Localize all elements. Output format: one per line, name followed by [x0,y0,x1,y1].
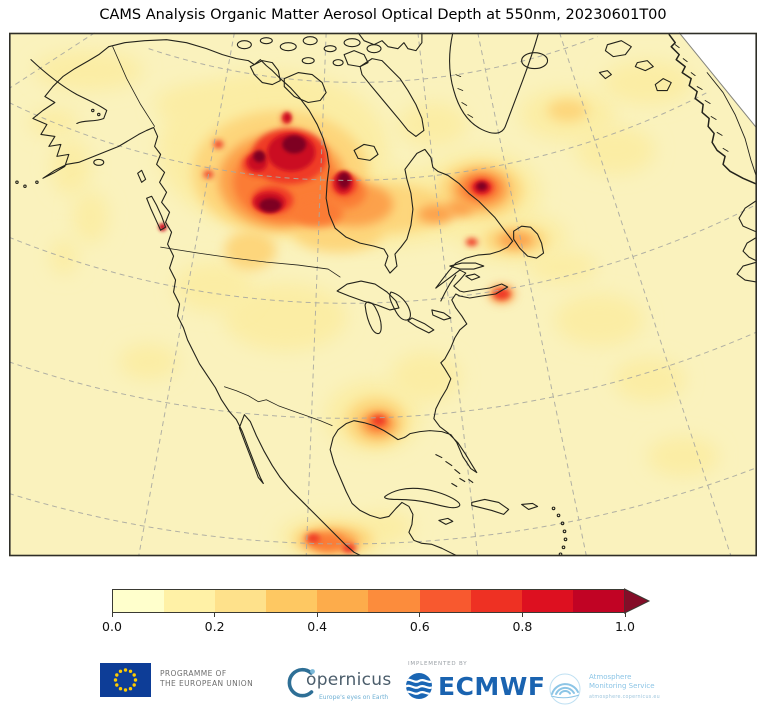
aod-low [554,294,645,346]
aod-low [118,343,179,380]
aod-maroon [282,135,307,154]
aod-deep-orange [293,197,344,228]
ecmwf-logo: IMPLEMENTED BY ECMWF [405,659,555,707]
colorbar: 0.0 0.2 0.4 0.6 0.8 1.0 [102,588,657,637]
aod-maroon [253,150,266,163]
copernicus-wordmark: opernicus [306,670,392,690]
aod-mid [547,99,588,122]
colorbar-tick-label: 0.6 [409,619,430,634]
map-background [9,32,757,557]
colorbar-segments [112,589,625,613]
atmosphere-monitoring-service-logo: Atmosphere Monitoring Service atmosphere… [545,659,725,709]
aod-low [602,60,693,105]
ams-url: atmosphere.copernicus.eu [589,695,661,700]
ams-label-line1: Atmosphere [589,673,632,681]
eu-programme-line2: THE EUROPEAN UNION [160,679,254,688]
copernicus-tagline: Europe's eyes on Earth [319,694,389,701]
aod-low [647,436,720,477]
copernicus-c-icon [287,667,315,698]
map-canvas [9,32,757,557]
colorbar-tick [624,613,626,617]
colorbar-tick [214,613,216,617]
colorbar-tick-label: 0.4 [307,619,328,634]
colorbar-ticks: 0.0 0.2 0.4 0.6 0.8 1.0 [102,589,635,637]
colorbar-segment [368,590,420,612]
colorbar-arrow [624,588,651,614]
aod-low [358,511,414,544]
colorbar-segment [215,590,267,612]
aod-red [465,238,478,247]
colorbar-tick-label: 0.2 [204,619,225,634]
colorbar-segment [113,590,165,612]
aod-orange [497,232,534,249]
aod-low [613,357,686,402]
colorbar-tick-label: 0.8 [512,619,533,634]
colorbar-segment [470,590,522,612]
coastlines [15,32,757,557]
colorbar-tick-label: 0.0 [102,619,122,634]
colorbar-segment [164,590,216,612]
copernicus-logo: opernicus Europe's eyes on Earth [283,661,413,707]
colorbar-segment [266,590,318,612]
graticule-lines [9,32,757,557]
aod-low [72,191,109,244]
map-frame [9,32,757,557]
colorbar-segment [317,590,369,612]
aod-orange [417,205,454,224]
eu-flag-logo [100,663,151,697]
aod-heat-layer [28,50,720,557]
colorbar-tick [521,613,523,617]
aod-maroon [338,172,351,189]
aod-low [173,262,254,312]
ams-arcs-icon [549,673,581,705]
colorbar-segment [521,590,573,612]
aod-low [397,102,468,147]
aod-low [50,139,91,196]
aod-low [154,84,239,125]
aod-red [306,533,321,544]
aod-maroon [476,182,487,191]
colorbar-tick [111,613,113,617]
aod-low [527,251,598,284]
aod-low [575,126,656,175]
eu-programme-line1: PROGRAMME OF [160,669,227,678]
eu-programme-text: PROGRAMME OF THE EUROPEAN UNION [160,669,253,689]
figure-title: CAMS Analysis Organic Matter Aerosol Opt… [99,7,667,23]
colorbar-tick [419,613,421,617]
projection-edge [678,32,757,129]
colorbar-tick [316,613,318,617]
ams-label-line2: Monitoring Service [589,682,655,690]
aod-low [223,283,348,351]
colorbar-tick-label: 1.0 [615,619,635,634]
colorbar-segment [572,590,624,612]
ecmwf-wordmark: ECMWF [438,672,546,701]
aod-dark-red [283,112,292,123]
colorbar-segment [419,590,471,612]
aod-low [33,50,144,91]
aod-maroon [259,198,282,213]
aod-orange [445,200,474,217]
aod-mid [224,230,277,271]
ecmwf-globe-icon [406,673,432,699]
aod-red [213,140,224,149]
implemented-by-label: IMPLEMENTED BY [408,661,468,667]
aod-low [390,351,461,402]
